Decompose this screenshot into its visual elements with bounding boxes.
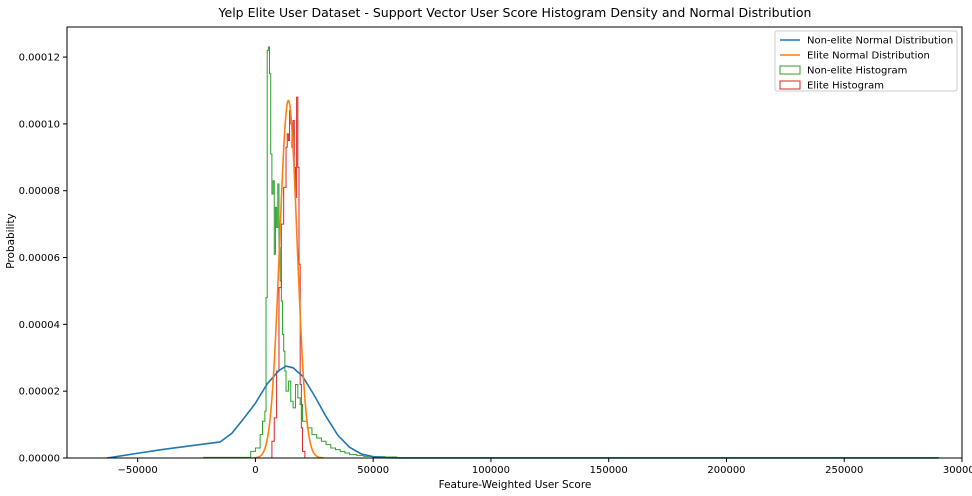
x-axis-label: Feature-Weighted User Score — [439, 479, 592, 491]
x-tick-label: 150000 — [590, 465, 628, 476]
x-tick-label: −50000 — [118, 465, 158, 476]
x-tick-label: 100000 — [472, 465, 510, 476]
non-elite-histogram — [203, 46, 939, 459]
y-tick-label: 0.00010 — [19, 119, 60, 130]
y-tick-label: 0.00000 — [19, 454, 60, 465]
x-tick-label: 50000 — [357, 465, 389, 476]
chart-title: Yelp Elite User Dataset - Support Vector… — [218, 5, 812, 20]
x-tick-label: 200000 — [707, 465, 745, 476]
y-tick-label: 0.00004 — [19, 320, 60, 331]
legend-entry-label: Elite Normal Distribution — [807, 51, 930, 62]
y-axis-ticks: 0.00000 0.00002 0.00004 0.00006 0.00008 0.000… — [19, 53, 67, 465]
legend-box — [774, 30, 958, 92]
y-tick-label: 0.00008 — [19, 186, 60, 197]
plot-background — [67, 27, 962, 458]
y-tick-label: 0.00002 — [19, 387, 60, 398]
legend-entry-label: Non-elite Normal Distribution — [807, 36, 953, 47]
x-tick-label: 250000 — [825, 465, 863, 476]
non-elite-normal-line — [106, 365, 939, 459]
x-axis-ticks: −50000 0 50000 100000 150000 200000 250000 3000… — [118, 458, 972, 476]
plot-frame — [66, 26, 963, 459]
x-tick-label: 0 — [252, 465, 258, 476]
legend-swatch-hist — [779, 80, 801, 90]
y-axis-label: Probability — [5, 213, 17, 269]
legend-entry-label: Elite Histogram — [807, 81, 884, 92]
series-layer — [106, 46, 939, 459]
y-tick-label: 0.00006 — [19, 253, 60, 264]
legend: Non-elite Normal Distribution Elite Norma… — [774, 30, 958, 92]
y-tick-label: 0.00012 — [19, 53, 60, 64]
elite-normal-line — [253, 99, 324, 459]
legend-entry-label: Non-elite Histogram — [807, 66, 907, 77]
plot-frame-rect — [66, 26, 963, 459]
plot-area — [67, 27, 962, 458]
legend-swatch-hist — [779, 65, 801, 75]
